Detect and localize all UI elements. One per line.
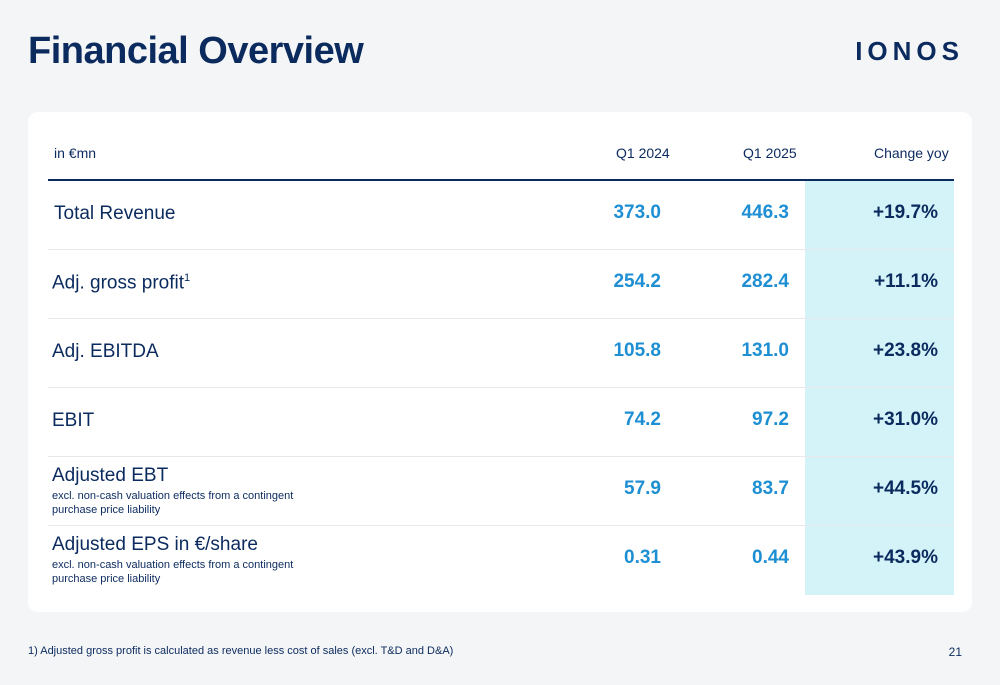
value-q1-2024: 0.31 [624, 547, 661, 568]
row-label: Adj. EBITDA [52, 341, 159, 362]
row-note: excl. non-cash valuation effects from a … [52, 490, 294, 516]
row-label: EBIT [52, 410, 95, 431]
table-row: Adj. gross profit1 254.2 282.4 +11.1% [48, 249, 954, 319]
value-q1-2024: 74.2 [624, 409, 661, 430]
footnote: 1) Adjusted gross profit is calculated a… [28, 645, 454, 657]
row-label: Adj. gross profit1 [52, 272, 191, 294]
header-change-yoy: Change yoy [874, 145, 949, 161]
table-row: Total Revenue 373.0 446.3 +19.7% [48, 180, 954, 250]
value-q1-2024: 105.8 [613, 340, 661, 361]
value-change: +44.5% [873, 478, 938, 499]
value-q1-2025: 282.4 [741, 271, 789, 292]
ionos-logo: IONOS [855, 36, 964, 66]
value-q1-2024: 254.2 [613, 271, 661, 292]
value-q1-2025: 97.2 [752, 409, 789, 430]
value-change: +19.7% [873, 202, 938, 223]
page-title: Financial Overview [28, 30, 364, 72]
value-q1-2025: 0.44 [752, 547, 789, 568]
value-change: +43.9% [873, 547, 938, 568]
value-q1-2025: 131.0 [741, 340, 789, 361]
table-row: Adj. EBITDA 105.8 131.0 +23.8% [48, 318, 954, 388]
value-q1-2024: 57.9 [624, 478, 661, 499]
footnote-marker: 1 [184, 272, 191, 284]
value-change: +23.8% [873, 340, 938, 361]
table-header: in €mn Q1 2024 Q1 2025 Change yoy [48, 112, 954, 181]
value-change: +31.0% [873, 409, 938, 430]
row-label: Adjusted EBT [52, 465, 169, 486]
table-row: EBIT 74.2 97.2 +31.0% [48, 387, 954, 457]
table-row: Adjusted EBT excl. non-cash valuation ef… [48, 456, 954, 526]
value-q1-2024: 373.0 [613, 202, 661, 223]
table-row: Adjusted EPS in €/share excl. non-cash v… [48, 525, 954, 594]
header-unit: in €mn [54, 145, 97, 161]
value-change: +11.1% [874, 271, 938, 292]
page-number: 21 [948, 645, 962, 659]
financial-table-card: in €mn Q1 2024 Q1 2025 Change yoy Total … [28, 112, 972, 612]
value-q1-2025: 446.3 [741, 202, 789, 223]
header-q1-2024: Q1 2024 [616, 145, 670, 161]
row-label: Adjusted EPS in €/share [52, 534, 258, 555]
value-q1-2025: 83.7 [752, 478, 789, 499]
row-note: excl. non-cash valuation effects from a … [52, 559, 294, 585]
row-label: Total Revenue [54, 203, 176, 224]
header-q1-2025: Q1 2025 [743, 145, 797, 161]
